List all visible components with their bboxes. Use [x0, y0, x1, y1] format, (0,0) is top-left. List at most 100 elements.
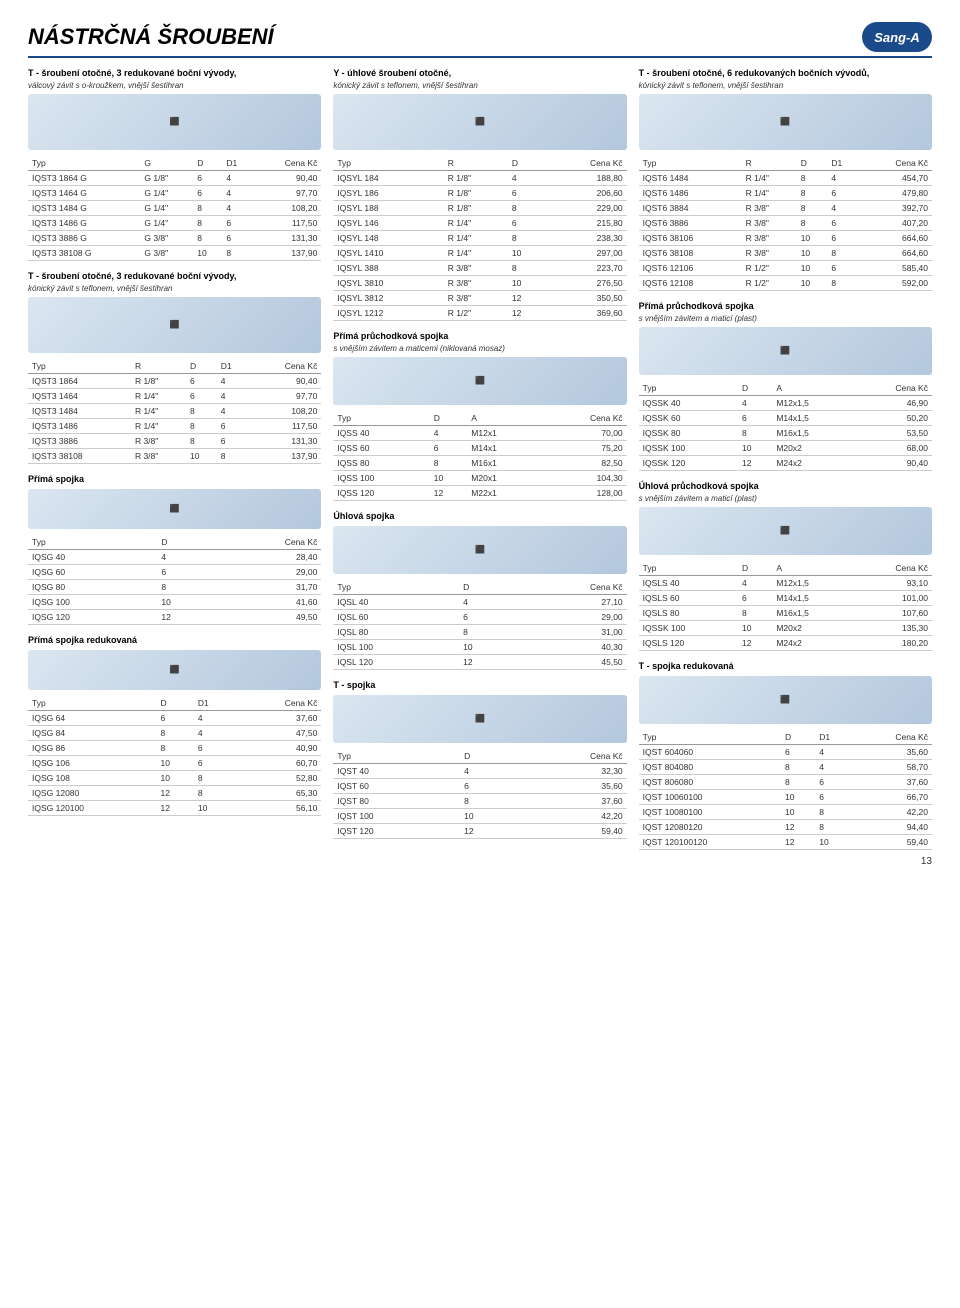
table-cell: 188,80	[544, 170, 627, 185]
table-row: IQST6 12108R 1/2"108592,00	[639, 275, 932, 290]
table-header: R	[444, 156, 508, 171]
table-cell: M20x2	[772, 440, 852, 455]
table-cell: 8	[186, 433, 217, 448]
table-cell: 12	[156, 785, 193, 800]
block-m1: Y - úhlové šroubení otočné, kónický závi…	[333, 68, 626, 321]
table-cell: R 1/4"	[444, 215, 508, 230]
table-cell: 75,20	[539, 440, 626, 455]
table-cell: 40,90	[234, 740, 321, 755]
table-cell: 135,30	[852, 620, 932, 635]
table-cell: M14x1	[467, 440, 539, 455]
block-title: T - šroubení otočné, 3 redukované boční …	[28, 271, 321, 282]
table-header: D	[186, 359, 217, 374]
table-row: IQSG 120100121056,10	[28, 800, 321, 815]
table-cell: M12x1,5	[772, 575, 852, 590]
table-cell: 6	[217, 418, 250, 433]
table-cell: 60,70	[234, 755, 321, 770]
table-cell: 8	[797, 170, 828, 185]
table-cell: 223,70	[544, 260, 627, 275]
table-cell: 90,40	[254, 170, 322, 185]
table-cell: 12	[157, 609, 206, 624]
block-t4: Přímá spojka redukovaná ⬛ TypDD1Cena KčI…	[28, 635, 321, 816]
table-cell: 12	[738, 455, 772, 470]
table-cell: 94,40	[852, 819, 932, 834]
table-cell: G 1/4"	[140, 215, 193, 230]
table-header: Cena Kč	[852, 730, 932, 745]
table-cell: 6	[222, 215, 253, 230]
table-cell: IQST6 1484	[639, 170, 742, 185]
table-cell: 407,20	[861, 215, 932, 230]
table-cell: 42,20	[510, 808, 626, 823]
product-image: ⬛	[333, 526, 626, 574]
table-cell: G 3/8"	[140, 245, 193, 260]
table-header: D1	[222, 156, 253, 171]
table-header: Typ	[28, 359, 131, 374]
table-cell: R 1/4"	[444, 230, 508, 245]
table-cell: IQSLS 60	[639, 590, 738, 605]
table-cell: M20x2	[772, 620, 852, 635]
table-cell: 6	[508, 185, 544, 200]
table-cell: R 3/8"	[444, 290, 508, 305]
table-cell: R 1/4"	[742, 170, 797, 185]
table-cell: IQST6 38108	[639, 245, 742, 260]
table-header: Typ	[333, 156, 443, 171]
table-cell: IQSS 100	[333, 470, 429, 485]
table-header: Cena Kč	[861, 156, 932, 171]
table-cell: IQSYL 388	[333, 260, 443, 275]
block-r4: T - spojka redukovaná ⬛ TypDD1Cena KčIQS…	[639, 661, 932, 850]
brand-logo: Sang-A	[862, 22, 932, 52]
table-cell: 66,70	[852, 789, 932, 804]
table-cell: IQSL 100	[333, 639, 459, 654]
table-cell: IQST3 1486 G	[28, 215, 140, 230]
table-header: Typ	[639, 381, 738, 396]
table-cell: IQST 120100120	[639, 834, 781, 849]
table-row: IQST 1006010010666,70	[639, 789, 932, 804]
table-header: Cena Kč	[852, 561, 932, 576]
table-cell: 6	[193, 185, 222, 200]
table-cell: 12	[781, 819, 815, 834]
table-header: Cena Kč	[852, 381, 932, 396]
table-row: IQST3 1864 GG 1/8"6490,40	[28, 170, 321, 185]
table-row: IQST6 3886R 3/8"86407,20	[639, 215, 932, 230]
table-cell: 131,30	[254, 230, 322, 245]
table-cell: 32,30	[510, 763, 626, 778]
table-cell: R 3/8"	[742, 245, 797, 260]
table-cell: 52,80	[234, 770, 321, 785]
table-row: IQST 40432,30	[333, 763, 626, 778]
table-cell: IQST3 1464 G	[28, 185, 140, 200]
table-row: IQSS 12012M22x1128,00	[333, 485, 626, 500]
table-cell: 8	[430, 455, 468, 470]
table-cell: 128,00	[539, 485, 626, 500]
table-cell: R 1/4"	[131, 403, 186, 418]
product-image: ⬛	[28, 94, 321, 150]
table-row: IQSYL 188R 1/8"8229,00	[333, 200, 626, 215]
table-cell: 4	[430, 425, 468, 440]
table-cell: 8	[815, 819, 852, 834]
block-title: Y - úhlové šroubení otočné,	[333, 68, 626, 79]
block-r2: Přímá průchodková spojka s vnějším závit…	[639, 301, 932, 471]
table-cell: IQST 10080100	[639, 804, 781, 819]
table-cell: 53,50	[852, 425, 932, 440]
table-cell: 6	[815, 789, 852, 804]
table-cell: IQST3 3886	[28, 433, 131, 448]
table-cell: 31,70	[207, 579, 322, 594]
table-row: IQST3 3886 GG 3/8"86131,30	[28, 230, 321, 245]
table-row: IQSYL 146R 1/4"6215,80	[333, 215, 626, 230]
table-cell: 12	[156, 800, 193, 815]
table-cell: 10	[193, 245, 222, 260]
table-row: IQST 1208012012894,40	[639, 819, 932, 834]
table-row: IQST3 1486R 1/4"86117,50	[28, 418, 321, 433]
page-header: NÁSTRČNÁ ŠROUBENÍ Sang-A	[28, 22, 932, 58]
table-cell: 585,40	[861, 260, 932, 275]
table-cell: 12	[430, 485, 468, 500]
table-row: IQST 8060808637,60	[639, 774, 932, 789]
table-cell: 8	[193, 215, 222, 230]
table-row: IQSYL 1410R 1/4"10297,00	[333, 245, 626, 260]
table-row: IQSLS 12012M24x2180,20	[639, 635, 932, 650]
table-cell: 41,60	[207, 594, 322, 609]
table-cell: 8	[508, 200, 544, 215]
table-row: IQST3 3886R 3/8"86131,30	[28, 433, 321, 448]
table-cell: 6	[815, 774, 852, 789]
block-sub: kónický závit s teflonem, vnější šestihr…	[28, 284, 321, 293]
table-row: IQST6 1484R 1/4"84454,70	[639, 170, 932, 185]
